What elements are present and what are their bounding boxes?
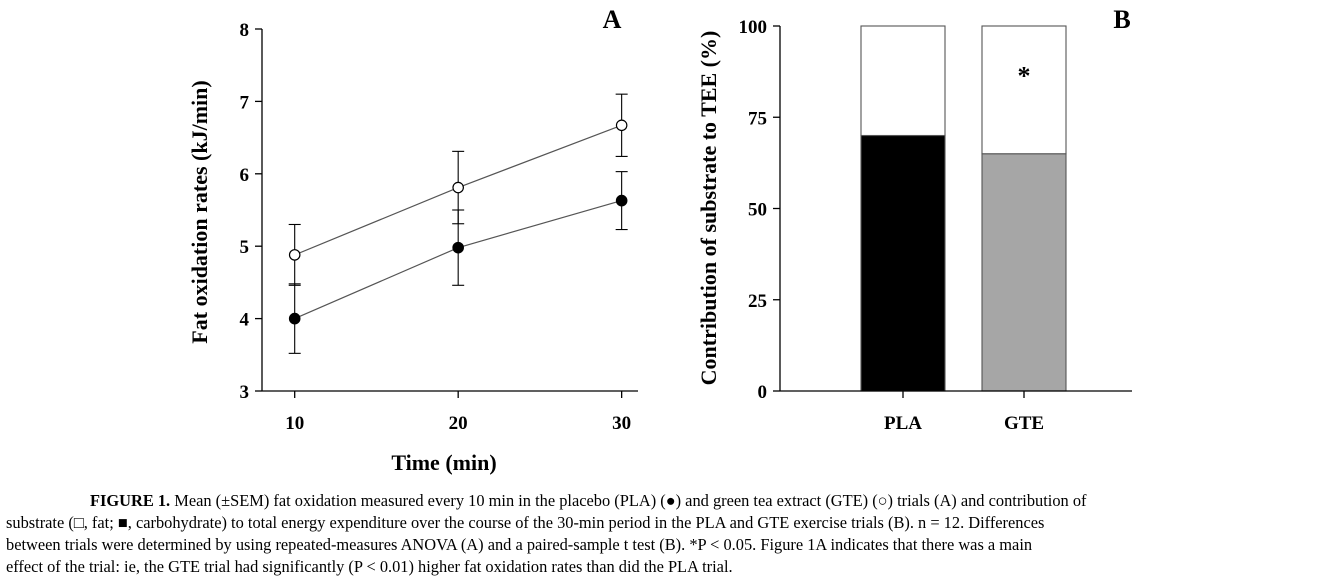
panel-a-x-axis-title: Time (min): [391, 450, 496, 475]
panel-a-line-chart: A Fat oxidation rates (kJ/min) Time (min…: [187, 5, 638, 475]
panel-b-y-tick-label: 100: [739, 17, 768, 38]
panel-a-point-filled: [288, 312, 301, 325]
caption-line-2: substrate (□, fat; ■, carbohydrate) to t…: [6, 513, 1045, 532]
panel-a-y-tick-label: 3: [240, 382, 250, 403]
panel-a-point-filled: [615, 194, 628, 207]
panel-a-x-tick-label: 20: [449, 413, 468, 434]
panel-a-y-tick-label: 6: [240, 165, 250, 186]
panel-a-point-open: [615, 119, 628, 132]
caption-line-1: FIGURE 1. Mean (±SEM) fat oxidation meas…: [6, 490, 1332, 512]
panel-b-bar-carbohydrate: [981, 153, 1067, 392]
panel-b-y-tick-label: 50: [748, 200, 767, 221]
panel-b-y-tick-label: 75: [748, 108, 767, 129]
panel-a-letter: A: [603, 5, 622, 34]
panel-b-y-axis-title: Contribution of substrate to TEE (%): [696, 31, 721, 386]
panel-b-significance-asterisk: *: [1018, 62, 1031, 91]
panel-b-y-tick-label: 0: [758, 382, 768, 403]
panel-a-y-tick-label: 4: [240, 310, 250, 331]
panel-a-x-tick-label: 30: [612, 413, 631, 434]
panel-b-x-tick-label: GTE: [1004, 413, 1044, 434]
panel-a-y-tick-label: 5: [240, 237, 250, 258]
caption-line-1-text: Mean (±SEM) fat oxidation measured every…: [174, 491, 1087, 510]
panel-b-bar-carbohydrate: [860, 134, 946, 392]
panel-a-point-open: [288, 249, 301, 261]
panel-b-stacked-bar-chart: B Contribution of substrate to TEE (%) 0…: [696, 5, 1132, 434]
panel-a-y-tick-label: 7: [240, 92, 250, 113]
panel-a-y-tick-label: 8: [240, 20, 250, 41]
caption-line-3: between trials were determined by using …: [6, 535, 1033, 554]
panel-b-bar-fat: [981, 25, 1067, 155]
panel-a-point-filled: [452, 241, 464, 254]
panel-a-point-open: [452, 181, 464, 194]
panel-b-bar-fat: [860, 25, 946, 137]
panel-b-y-tick-label: 25: [748, 291, 767, 312]
caption-line-4: effect of the trial: ie, the GTE trial h…: [6, 557, 733, 576]
panel-b-x-tick-label: PLA: [884, 413, 922, 434]
caption-figure-label: FIGURE 1.: [90, 491, 171, 510]
panel-b-letter: B: [1113, 5, 1130, 34]
panel-a-x-tick-label: 10: [285, 413, 304, 434]
figure-caption: FIGURE 1. Mean (±SEM) fat oxidation meas…: [6, 490, 1332, 578]
panel-a-y-axis-title: Fat oxidation rates (kJ/min): [187, 80, 212, 343]
figure-charts: A Fat oxidation rates (kJ/min) Time (min…: [187, 5, 1132, 475]
